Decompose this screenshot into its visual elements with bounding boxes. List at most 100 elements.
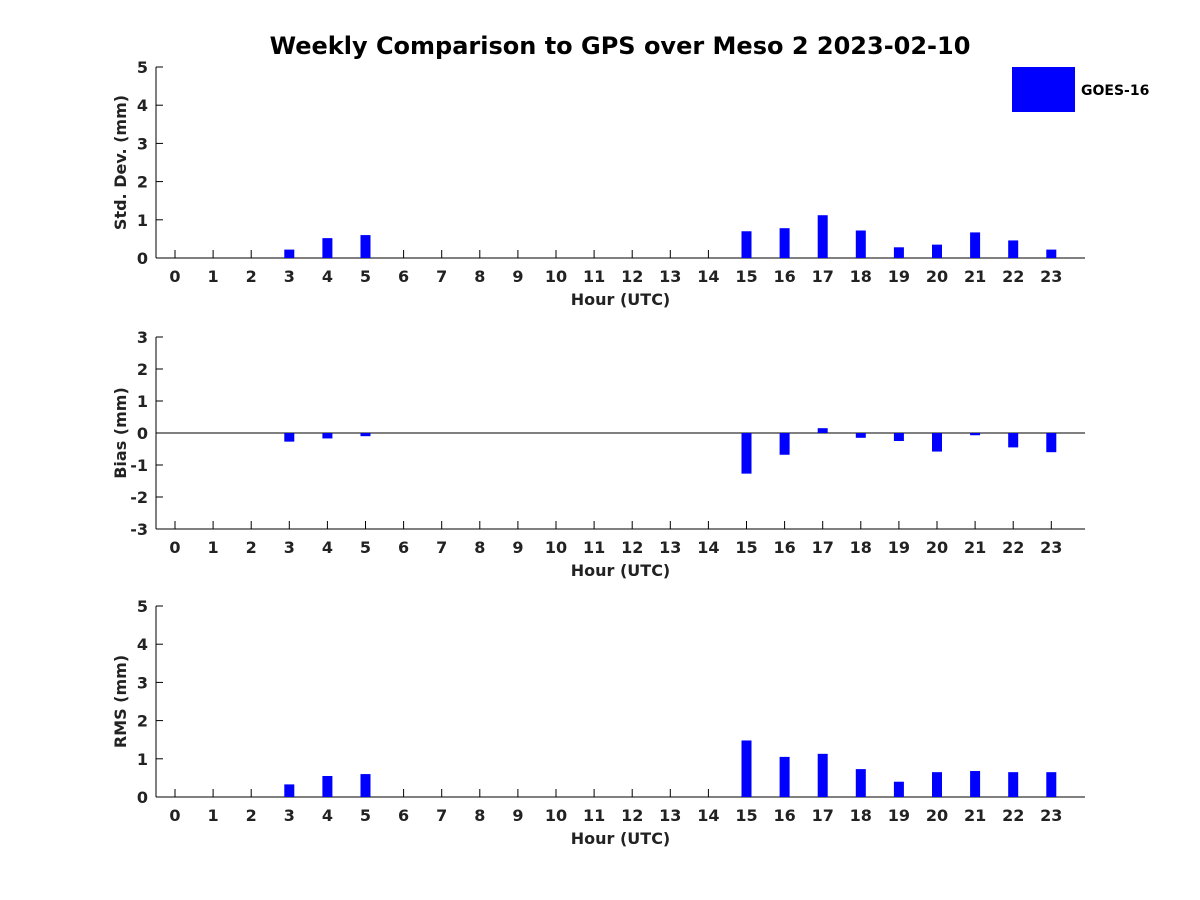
x-tick-label: 0 bbox=[169, 538, 180, 557]
x-tick-label: 16 bbox=[773, 267, 795, 286]
y-tick-label: -1 bbox=[130, 456, 148, 475]
bar bbox=[1046, 249, 1057, 258]
x-tick-label: 5 bbox=[360, 806, 371, 825]
y-tick-label: 2 bbox=[137, 360, 148, 379]
x-tick-label: 23 bbox=[1040, 267, 1062, 286]
x-tick-label: 4 bbox=[322, 538, 333, 557]
x-tick-label: 6 bbox=[398, 538, 409, 557]
x-tick-label: 20 bbox=[926, 806, 948, 825]
x-tick-label: 15 bbox=[735, 538, 757, 557]
y-tick-label: 3 bbox=[137, 134, 148, 153]
bar bbox=[322, 238, 333, 258]
bar bbox=[970, 771, 981, 797]
y-axis-label: Std. Dev. (mm) bbox=[111, 95, 130, 230]
x-tick-label: 0 bbox=[169, 267, 180, 286]
x-tick-label: 5 bbox=[360, 538, 371, 557]
x-tick-label: 19 bbox=[888, 538, 910, 557]
x-tick-label: 18 bbox=[850, 806, 872, 825]
x-tick-label: 16 bbox=[773, 806, 795, 825]
x-tick-label: 6 bbox=[398, 806, 409, 825]
x-tick-label: 5 bbox=[360, 267, 371, 286]
x-tick-label: 2 bbox=[246, 538, 257, 557]
bar bbox=[893, 247, 904, 258]
bar bbox=[1008, 772, 1019, 797]
y-tick-label: -3 bbox=[130, 520, 148, 539]
x-tick-label: 23 bbox=[1040, 538, 1062, 557]
x-tick-label: 7 bbox=[436, 267, 447, 286]
x-tick-label: 19 bbox=[888, 806, 910, 825]
x-tick-label: 1 bbox=[208, 267, 219, 286]
bar bbox=[360, 774, 371, 797]
y-tick-label: 3 bbox=[137, 328, 148, 347]
bar bbox=[779, 433, 790, 455]
x-tick-label: 12 bbox=[621, 538, 643, 557]
x-tick-label: 11 bbox=[583, 806, 605, 825]
x-tick-label: 22 bbox=[1002, 267, 1024, 286]
x-tick-label: 11 bbox=[583, 267, 605, 286]
x-tick-label: 8 bbox=[474, 538, 485, 557]
x-tick-label: 10 bbox=[545, 806, 567, 825]
x-tick-label: 21 bbox=[964, 267, 986, 286]
y-axis-label: RMS (mm) bbox=[111, 655, 130, 748]
bar bbox=[779, 756, 790, 797]
bar bbox=[932, 772, 942, 797]
x-tick-label: 18 bbox=[850, 267, 872, 286]
bar bbox=[322, 433, 333, 439]
x-tick-label: 21 bbox=[964, 806, 986, 825]
x-tick-label: 16 bbox=[773, 538, 795, 557]
bar bbox=[893, 433, 904, 441]
x-tick-label: 20 bbox=[926, 538, 948, 557]
x-tick-label: 10 bbox=[545, 267, 567, 286]
x-tick-label: 13 bbox=[659, 538, 681, 557]
y-tick-label: 2 bbox=[137, 712, 148, 731]
x-tick-label: 3 bbox=[284, 806, 295, 825]
legend-label: GOES-16 bbox=[1081, 83, 1149, 99]
legend: GOES-16 bbox=[1012, 67, 1149, 112]
x-tick-label: 11 bbox=[583, 538, 605, 557]
x-tick-label: 9 bbox=[512, 806, 523, 825]
x-axis-label: Hour (UTC) bbox=[571, 561, 671, 580]
y-tick-label: 0 bbox=[137, 249, 148, 268]
y-tick-label: 1 bbox=[137, 211, 148, 230]
x-tick-label: 17 bbox=[812, 538, 834, 557]
y-tick-label: 0 bbox=[137, 788, 148, 807]
x-tick-label: 20 bbox=[926, 267, 948, 286]
bar bbox=[1046, 772, 1057, 797]
y-tick-label: 1 bbox=[137, 392, 148, 411]
x-tick-label: 1 bbox=[208, 538, 219, 557]
bar bbox=[741, 231, 752, 258]
x-tick-label: 13 bbox=[659, 267, 681, 286]
bar bbox=[284, 249, 295, 258]
x-tick-label: 10 bbox=[545, 538, 567, 557]
x-tick-label: 7 bbox=[436, 538, 447, 557]
x-tick-label: 18 bbox=[850, 538, 872, 557]
x-tick-label: 17 bbox=[812, 806, 834, 825]
x-tick-label: 3 bbox=[284, 538, 295, 557]
bar bbox=[817, 215, 828, 258]
bar bbox=[855, 230, 866, 258]
bar bbox=[893, 781, 904, 797]
x-tick-label: 19 bbox=[888, 267, 910, 286]
bar bbox=[1008, 240, 1019, 258]
x-tick-label: 22 bbox=[1002, 538, 1024, 557]
x-tick-label: 2 bbox=[246, 806, 257, 825]
bar bbox=[970, 232, 981, 258]
x-tick-label: 9 bbox=[512, 267, 523, 286]
x-tick-label: 14 bbox=[697, 806, 719, 825]
y-tick-label: -2 bbox=[130, 488, 148, 507]
bar bbox=[284, 433, 295, 442]
y-tick-label: 4 bbox=[137, 96, 148, 115]
bar bbox=[855, 433, 866, 438]
bar bbox=[741, 740, 752, 797]
x-tick-label: 17 bbox=[812, 267, 834, 286]
x-tick-label: 4 bbox=[322, 267, 333, 286]
x-tick-label: 22 bbox=[1002, 806, 1024, 825]
bar bbox=[741, 433, 752, 474]
x-axis-label: Hour (UTC) bbox=[571, 829, 671, 848]
bar bbox=[284, 784, 295, 797]
bar bbox=[932, 244, 942, 258]
